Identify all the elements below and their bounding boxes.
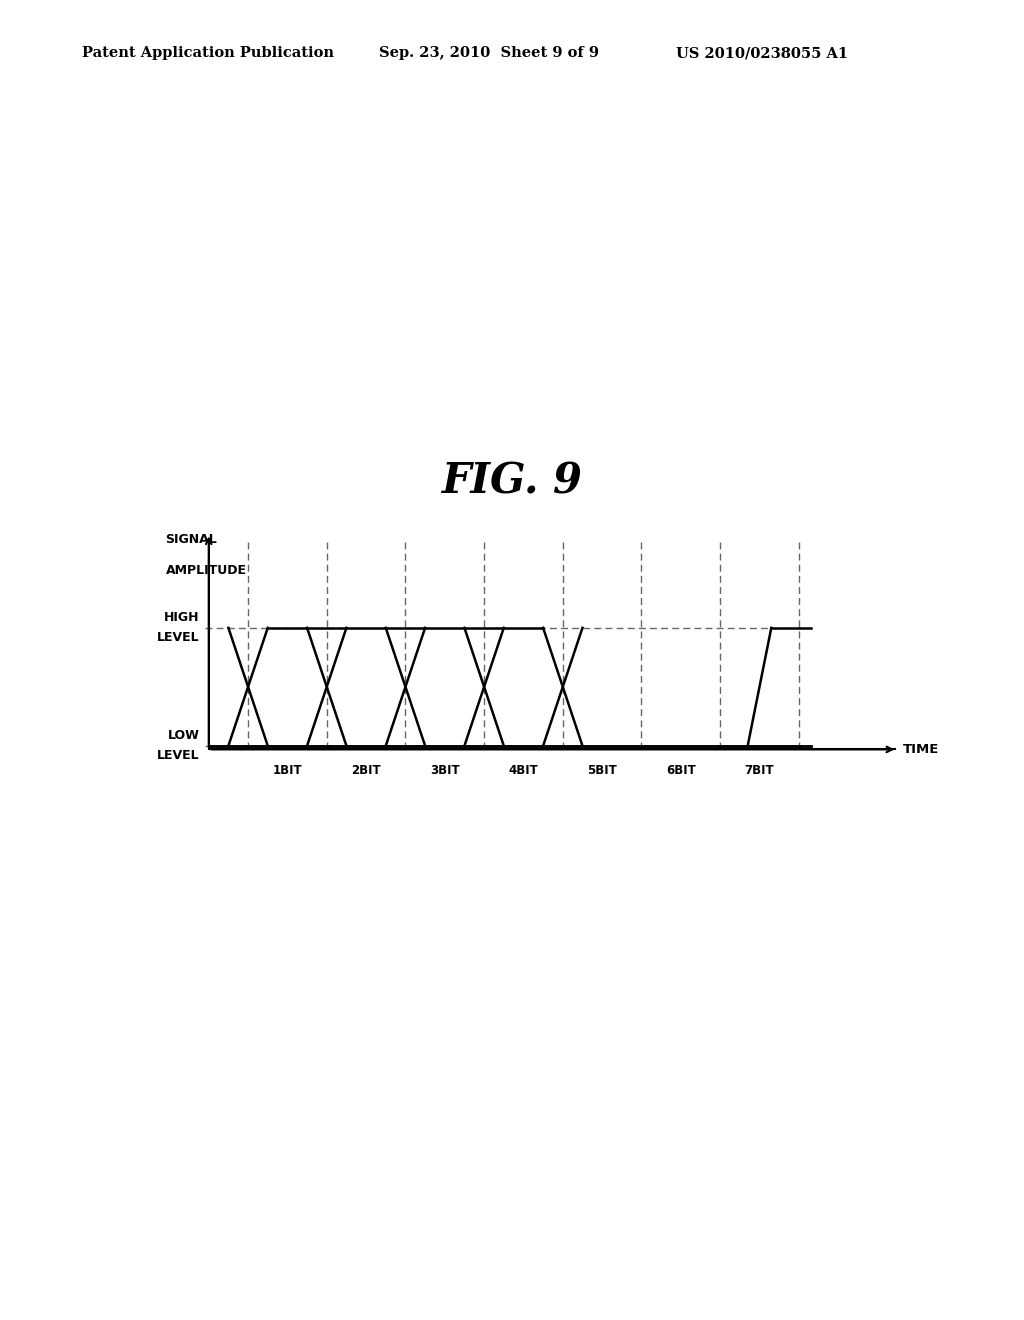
- Text: SIGNAL: SIGNAL: [166, 533, 217, 546]
- Text: 4BIT: 4BIT: [509, 764, 539, 777]
- Text: LOW: LOW: [167, 729, 200, 742]
- Text: LEVEL: LEVEL: [157, 750, 200, 763]
- Text: AMPLITUDE: AMPLITUDE: [166, 565, 247, 577]
- Text: US 2010/0238055 A1: US 2010/0238055 A1: [676, 46, 848, 61]
- Text: TIME: TIME: [903, 743, 939, 756]
- Text: Patent Application Publication: Patent Application Publication: [82, 46, 334, 61]
- Text: 5BIT: 5BIT: [587, 764, 617, 777]
- Text: 7BIT: 7BIT: [744, 764, 774, 777]
- Text: 1BIT: 1BIT: [272, 764, 302, 777]
- Text: 6BIT: 6BIT: [666, 764, 695, 777]
- Text: 2BIT: 2BIT: [351, 764, 381, 777]
- Text: HIGH: HIGH: [164, 611, 200, 624]
- Text: FIG. 9: FIG. 9: [441, 461, 583, 503]
- Text: 3BIT: 3BIT: [430, 764, 460, 777]
- Text: Sep. 23, 2010  Sheet 9 of 9: Sep. 23, 2010 Sheet 9 of 9: [379, 46, 599, 61]
- Text: LEVEL: LEVEL: [157, 631, 200, 644]
